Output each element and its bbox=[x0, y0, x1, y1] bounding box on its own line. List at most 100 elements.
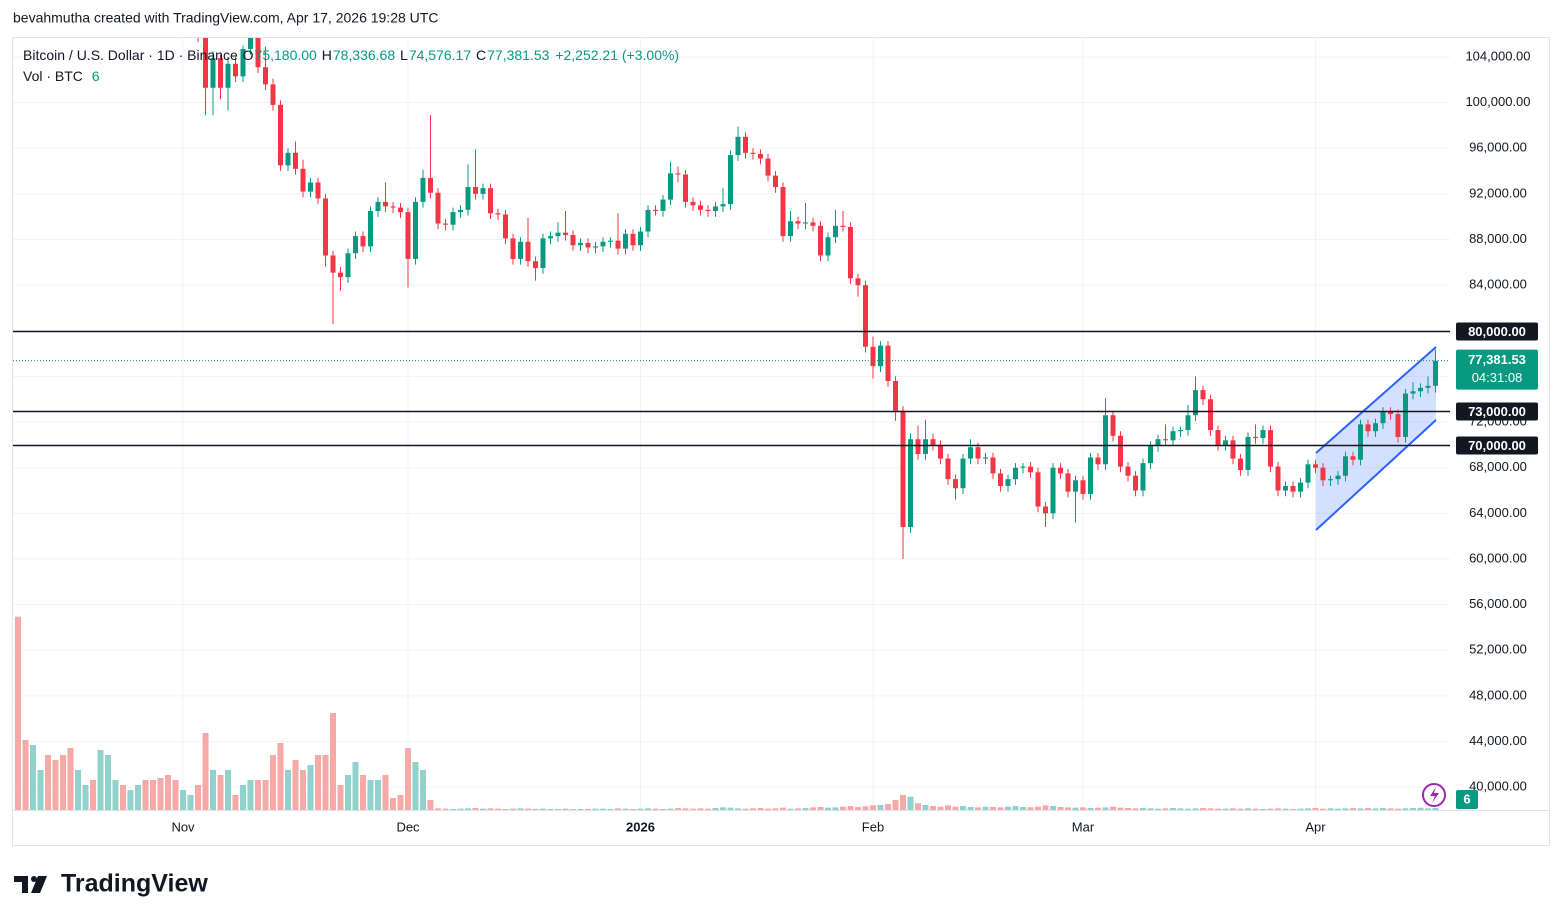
x-tick-label: Apr bbox=[1305, 819, 1326, 834]
volume-bar bbox=[885, 804, 891, 810]
candle-body bbox=[1013, 467, 1018, 480]
volume-bar bbox=[1380, 808, 1386, 810]
volume-bar bbox=[900, 795, 906, 810]
volume-bar bbox=[1417, 807, 1424, 810]
volume-bar bbox=[1020, 807, 1026, 810]
candle-body bbox=[330, 255, 336, 273]
volume-bar bbox=[997, 807, 1004, 810]
candle-body bbox=[533, 261, 538, 269]
logo: TradingView bbox=[14, 870, 208, 898]
volume-bar bbox=[1357, 808, 1364, 810]
volume-bar bbox=[1245, 808, 1251, 810]
candle-body bbox=[660, 199, 666, 211]
candle-body bbox=[465, 187, 471, 210]
volume-bar bbox=[412, 762, 419, 810]
candle-body bbox=[615, 240, 621, 249]
candle-body bbox=[450, 212, 456, 225]
candle-body bbox=[338, 272, 343, 278]
x-tick-label: Dec bbox=[396, 819, 420, 834]
volume-bar bbox=[1140, 808, 1146, 810]
volume-bar bbox=[1072, 807, 1079, 810]
volume-bar bbox=[472, 808, 479, 810]
x-tick-label: Mar bbox=[1072, 819, 1095, 834]
ohlc-value: 78,336.68 bbox=[332, 47, 396, 63]
candle-body bbox=[638, 231, 643, 246]
volume-bar bbox=[1102, 807, 1109, 810]
candle-body bbox=[1358, 424, 1363, 460]
channel-line bbox=[1315, 346, 1437, 454]
volume-bar bbox=[232, 795, 239, 810]
candle-body bbox=[1028, 466, 1033, 473]
volume-bar bbox=[60, 755, 66, 810]
volume-bar bbox=[855, 807, 861, 810]
volume-bar bbox=[187, 795, 194, 810]
change: +2,252.21 (+3.00%) bbox=[555, 47, 680, 63]
candle-body bbox=[698, 205, 703, 210]
candle-body bbox=[398, 207, 403, 213]
volume-bar bbox=[52, 760, 59, 810]
volume-bar bbox=[285, 770, 291, 810]
candle-body bbox=[1223, 440, 1228, 445]
volume-bar bbox=[1185, 808, 1191, 810]
volume-bar bbox=[180, 790, 186, 810]
volume-bar bbox=[982, 806, 989, 810]
volume-bar bbox=[795, 808, 801, 810]
candle-body bbox=[1425, 385, 1431, 388]
volume-bar bbox=[1132, 808, 1139, 810]
y-tick-label: 56,000.00 bbox=[1469, 596, 1527, 611]
candle-body bbox=[285, 152, 291, 166]
volume-bar bbox=[1192, 808, 1199, 810]
candle-body bbox=[488, 188, 493, 214]
candle-body bbox=[1035, 472, 1041, 507]
volume-bar bbox=[577, 809, 584, 810]
candle-body bbox=[570, 234, 576, 246]
last-price-box bbox=[1456, 349, 1538, 390]
candle-body bbox=[390, 206, 396, 208]
candle-body bbox=[1260, 430, 1266, 439]
candle-body bbox=[368, 210, 373, 247]
volume-bar bbox=[165, 775, 171, 810]
volume-bar bbox=[742, 808, 749, 810]
candle-body bbox=[480, 188, 486, 194]
y-tick-label: 64,000.00 bbox=[1469, 505, 1527, 520]
candle-body bbox=[630, 233, 636, 246]
candle-body bbox=[990, 457, 996, 474]
volume-bar bbox=[952, 806, 959, 810]
last-price-label: 77,381.53 bbox=[1468, 352, 1526, 367]
y-tick-label: 100,000.00 bbox=[1465, 94, 1530, 109]
volume-bar bbox=[1230, 808, 1236, 810]
volume-bar bbox=[435, 808, 441, 810]
candle-body bbox=[983, 457, 988, 459]
candle-body bbox=[1073, 480, 1078, 492]
candle-body bbox=[360, 236, 366, 247]
volume-bar bbox=[615, 808, 621, 810]
candle-body bbox=[1200, 390, 1206, 400]
volume-bar bbox=[592, 808, 599, 810]
volume-bar bbox=[450, 809, 456, 810]
candle-body bbox=[1403, 393, 1408, 437]
volume-bar bbox=[862, 806, 869, 810]
candle-body bbox=[735, 136, 741, 156]
candle-body bbox=[510, 238, 516, 259]
volume-bar bbox=[240, 785, 246, 810]
candle-body bbox=[1103, 415, 1108, 465]
volume-bar bbox=[112, 780, 119, 810]
volume-bar bbox=[345, 775, 351, 810]
candle-body bbox=[1365, 424, 1371, 432]
volume-bar bbox=[375, 780, 381, 810]
volume-bar bbox=[1320, 808, 1326, 810]
candle-body bbox=[1170, 431, 1176, 441]
candle-body bbox=[713, 206, 718, 211]
candle-body bbox=[473, 187, 478, 194]
volume-bar bbox=[517, 808, 524, 810]
volume-bar bbox=[157, 778, 164, 810]
candle-body bbox=[968, 447, 973, 459]
candle-body bbox=[435, 192, 441, 224]
volume-bar bbox=[142, 780, 149, 810]
volume-bar bbox=[67, 748, 74, 810]
volume-bar bbox=[172, 780, 179, 810]
candle-body bbox=[1373, 423, 1378, 432]
candle-body bbox=[255, 38, 261, 68]
volume-bar bbox=[1327, 808, 1334, 810]
volume-bar bbox=[1035, 806, 1041, 810]
